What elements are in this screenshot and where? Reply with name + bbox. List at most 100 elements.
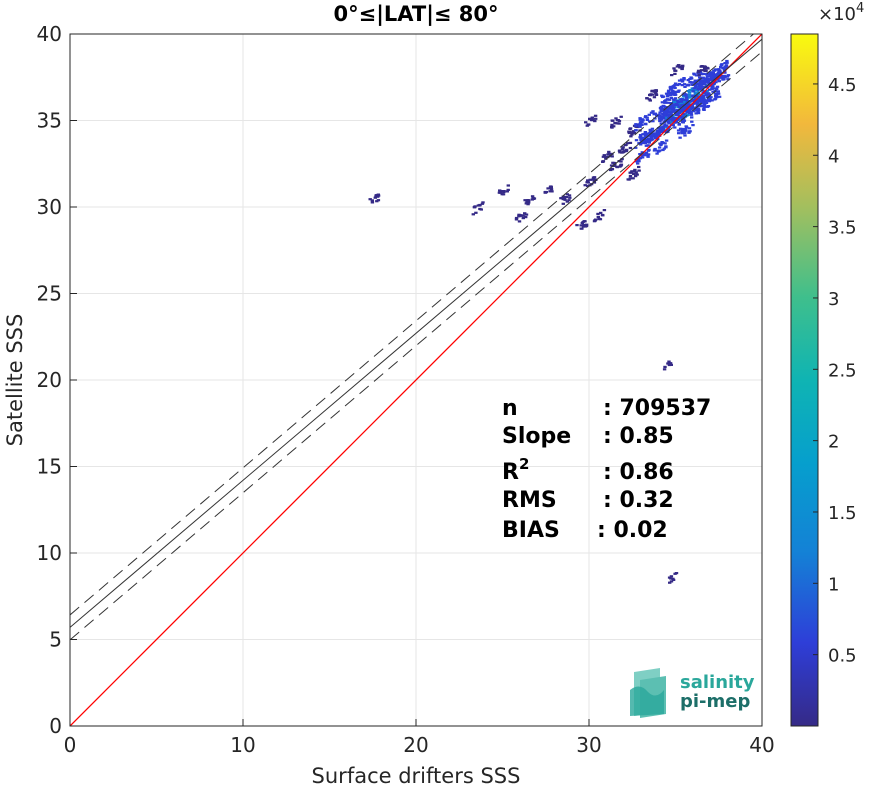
salinity-pi-mep-logo: salinity pi-mep	[630, 668, 755, 718]
density-cell	[653, 117, 657, 120]
density-cell	[705, 96, 710, 99]
density-cell	[690, 83, 694, 86]
density-cell	[634, 146, 638, 149]
density-cell	[596, 212, 600, 215]
density-cell	[710, 87, 715, 90]
density-cell	[607, 153, 611, 156]
density-cell	[717, 80, 721, 83]
density-cell	[673, 97, 678, 100]
density-cell	[677, 89, 681, 92]
density-cell	[517, 215, 521, 218]
colorbar-tick-label: 0.5	[828, 646, 857, 667]
density-cell	[663, 123, 667, 126]
density-cell	[584, 223, 589, 226]
density-cell	[659, 122, 663, 125]
density-cell	[661, 148, 665, 152]
density-cell	[564, 196, 568, 199]
density-cell	[675, 65, 680, 68]
density-cell	[674, 103, 678, 106]
density-cell	[672, 107, 676, 110]
density-cell	[523, 212, 527, 215]
density-cell	[649, 135, 653, 138]
density-cell	[650, 127, 655, 130]
density-cell	[661, 128, 666, 131]
density-cell	[691, 95, 695, 98]
density-cell	[714, 81, 718, 84]
density-cell	[581, 221, 585, 224]
density-cell	[688, 100, 693, 103]
density-cell	[687, 131, 691, 134]
density-cell	[602, 209, 607, 212]
density-cell	[657, 146, 662, 149]
density-cell	[549, 188, 554, 191]
colorbar-tick-label: 4.5	[828, 75, 857, 96]
density-cell	[674, 113, 678, 116]
density-cell	[637, 169, 641, 172]
density-cell	[723, 71, 727, 74]
density-cell	[705, 75, 710, 78]
density-cell	[720, 76, 724, 79]
density-cell	[666, 118, 671, 121]
density-cell	[661, 104, 665, 107]
density-cell	[588, 178, 592, 181]
density-cell	[661, 141, 665, 144]
density-cell	[681, 127, 685, 131]
density-cell	[567, 194, 572, 197]
density-cell	[698, 96, 703, 99]
density-cell	[615, 119, 620, 122]
density-cell	[583, 184, 587, 187]
density-cell	[704, 69, 708, 72]
density-cell	[692, 81, 696, 84]
density-cell	[669, 363, 673, 366]
y-tick-label: 25	[37, 282, 62, 306]
density-cell	[705, 105, 710, 108]
density-cell	[627, 178, 631, 181]
density-cell	[471, 213, 475, 216]
density-cell	[621, 146, 625, 149]
density-cell	[712, 73, 716, 76]
density-cell	[653, 147, 657, 151]
density-cell	[701, 102, 705, 105]
density-cell	[725, 59, 729, 63]
density-cell	[618, 151, 622, 154]
density-cell	[514, 216, 519, 220]
density-cell	[610, 123, 614, 126]
density-cell	[663, 119, 667, 122]
density-cell	[480, 202, 485, 205]
density-cell	[715, 92, 719, 95]
density-cell	[716, 90, 720, 93]
density-cell	[526, 203, 530, 206]
colorbar-tick-label: 2.5	[828, 360, 857, 381]
density-cell	[640, 151, 644, 154]
density-cell	[696, 98, 700, 101]
density-cell	[698, 83, 703, 86]
density-cell	[676, 101, 680, 104]
density-cell	[653, 149, 657, 152]
density-cell	[676, 90, 680, 93]
density-cell	[705, 90, 709, 93]
density-cell	[707, 97, 711, 100]
density-cell	[680, 67, 684, 71]
density-cell	[370, 199, 374, 202]
density-cell	[652, 90, 657, 93]
density-cell	[575, 224, 579, 227]
density-cell	[600, 213, 605, 217]
density-cell	[561, 202, 565, 205]
density-cell	[562, 196, 566, 199]
density-cell	[525, 201, 529, 204]
density-cell	[667, 89, 671, 92]
density-cell	[645, 118, 650, 121]
density-cell	[709, 82, 713, 85]
density-cell	[634, 160, 638, 163]
density-cell	[657, 150, 661, 153]
density-cell	[679, 78, 684, 81]
density-cell	[675, 110, 680, 113]
density-cell	[618, 149, 622, 152]
density-cell	[617, 122, 621, 125]
x-tick-label: 40	[749, 733, 774, 757]
density-cell	[563, 198, 567, 201]
density-cell	[670, 93, 675, 96]
density-cell	[647, 132, 652, 135]
density-cell	[629, 135, 633, 138]
